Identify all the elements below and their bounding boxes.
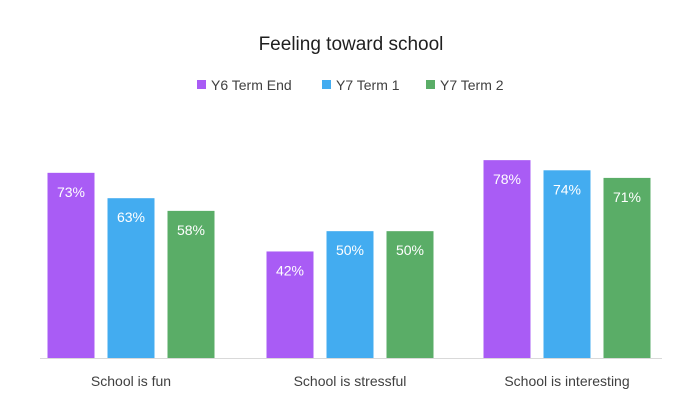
data-label-1-2: 50%: [396, 242, 424, 258]
category-labels: School is fun School is stressful School i…: [91, 373, 630, 389]
data-label-0-2: 58%: [177, 222, 205, 238]
data-label-2-0: 78%: [493, 171, 521, 187]
data-label-0-1: 63%: [117, 209, 145, 225]
bar-0-2: [167, 210, 215, 358]
bars-group: 73% 63% 58% 42% 50% 50% 78% 74% 71%: [47, 160, 651, 358]
data-label-1-0: 42%: [276, 262, 304, 278]
data-label-1-1: 50%: [336, 242, 364, 258]
category-label-1: School is stressful: [294, 373, 407, 389]
legend-swatch-2: [426, 80, 435, 89]
legend-swatch-0: [197, 80, 206, 89]
bar-1-0: [266, 251, 314, 358]
bar-2-2: [603, 177, 651, 358]
bar-2-0: [483, 160, 531, 358]
category-label-0: School is fun: [91, 373, 171, 389]
legend-swatch-1: [322, 80, 331, 89]
bar-0-0: [47, 172, 95, 358]
bar-1-1: [326, 231, 374, 358]
data-label-0-0: 73%: [57, 184, 85, 200]
legend-label-1: Y7 Term 1: [336, 77, 400, 93]
bar-1-2: [386, 231, 434, 358]
data-label-2-2: 71%: [613, 189, 641, 205]
data-label-2-1: 74%: [553, 181, 581, 197]
bar-0-1: [107, 198, 155, 358]
legend-label-0: Y6 Term End: [211, 77, 292, 93]
bar-2-1: [543, 170, 591, 358]
legend-label-2: Y7 Term 2: [440, 77, 504, 93]
legend: Y6 Term End Y7 Term 1 Y7 Term 2: [197, 77, 504, 93]
category-label-2: School is interesting: [504, 373, 629, 389]
chart-title: Feeling toward school: [259, 34, 444, 55]
